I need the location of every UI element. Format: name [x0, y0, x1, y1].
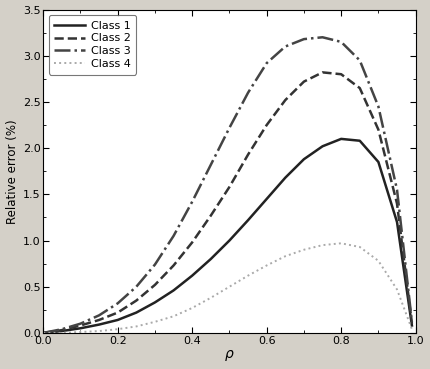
Legend: Class 1, Class 2, Class 3, Class 4: Class 1, Class 2, Class 3, Class 4: [49, 15, 136, 75]
Class 1: [152, 300, 157, 305]
Line: Class 4: Class 4: [43, 243, 412, 333]
Class 2: [394, 201, 399, 206]
Class 1: [320, 144, 325, 148]
Class 2: [134, 299, 139, 303]
Class 3: [246, 90, 251, 95]
Class 4: [78, 330, 83, 334]
Class 1: [190, 273, 195, 278]
Class 4: [115, 327, 120, 331]
Class 3: [115, 301, 120, 306]
Class 2: [41, 331, 46, 335]
Class 1: [357, 138, 362, 143]
X-axis label: $\rho$: $\rho$: [224, 348, 235, 363]
Class 3: [338, 40, 344, 44]
Class 2: [208, 213, 213, 218]
Class 1: [227, 238, 232, 243]
Class 1: [283, 176, 288, 180]
Class 4: [357, 245, 362, 249]
Line: Class 2: Class 2: [43, 72, 412, 333]
Class 1: [338, 137, 344, 141]
Class 1: [376, 160, 381, 164]
Class 1: [301, 157, 307, 161]
Class 3: [376, 104, 381, 109]
Class 2: [152, 283, 157, 287]
Y-axis label: Relative error (%): Relative error (%): [6, 119, 18, 224]
Class 3: [264, 61, 269, 65]
Class 2: [59, 328, 64, 332]
Class 3: [190, 200, 195, 204]
Class 3: [357, 58, 362, 63]
Class 4: [338, 241, 344, 245]
Class 2: [264, 123, 269, 127]
Class 4: [301, 248, 307, 252]
Class 4: [246, 273, 251, 278]
Class 1: [115, 318, 120, 322]
Class 1: [134, 310, 139, 315]
Class 2: [227, 185, 232, 189]
Class 3: [394, 187, 399, 192]
Class 3: [78, 321, 83, 326]
Class 4: [320, 243, 325, 247]
Class 2: [115, 310, 120, 315]
Class 3: [283, 44, 288, 49]
Class 3: [152, 262, 157, 267]
Class 4: [190, 306, 195, 310]
Class 3: [409, 320, 415, 324]
Class 2: [376, 127, 381, 132]
Class 3: [171, 234, 176, 238]
Class 1: [264, 197, 269, 201]
Class 1: [78, 326, 83, 331]
Class 3: [320, 35, 325, 39]
Class 1: [171, 288, 176, 293]
Class 2: [283, 98, 288, 102]
Class 4: [264, 263, 269, 268]
Class 3: [96, 313, 101, 318]
Class 4: [409, 327, 415, 331]
Class 2: [96, 318, 101, 322]
Line: Class 3: Class 3: [43, 37, 412, 333]
Class 4: [227, 284, 232, 289]
Class 4: [41, 331, 46, 335]
Class 4: [394, 287, 399, 292]
Class 2: [78, 323, 83, 328]
Class 3: [227, 125, 232, 130]
Class 2: [171, 263, 176, 268]
Class 4: [96, 329, 101, 333]
Class 2: [409, 321, 415, 326]
Class 3: [41, 331, 46, 335]
Class 1: [59, 329, 64, 333]
Class 4: [152, 320, 157, 324]
Line: Class 1: Class 1: [43, 139, 412, 333]
Class 3: [134, 284, 139, 289]
Class 3: [208, 162, 213, 167]
Class 4: [283, 254, 288, 258]
Class 3: [301, 37, 307, 41]
Class 2: [246, 152, 251, 157]
Class 3: [59, 327, 64, 331]
Class 2: [357, 86, 362, 90]
Class 4: [171, 314, 176, 318]
Class 2: [190, 240, 195, 245]
Class 1: [394, 220, 399, 224]
Class 4: [134, 324, 139, 329]
Class 2: [320, 70, 325, 75]
Class 2: [338, 72, 344, 76]
Class 4: [59, 331, 64, 335]
Class 1: [246, 218, 251, 223]
Class 2: [301, 79, 307, 84]
Class 1: [41, 331, 46, 335]
Class 1: [409, 323, 415, 328]
Class 1: [96, 323, 101, 327]
Class 4: [376, 259, 381, 263]
Class 4: [208, 296, 213, 300]
Class 1: [208, 257, 213, 261]
